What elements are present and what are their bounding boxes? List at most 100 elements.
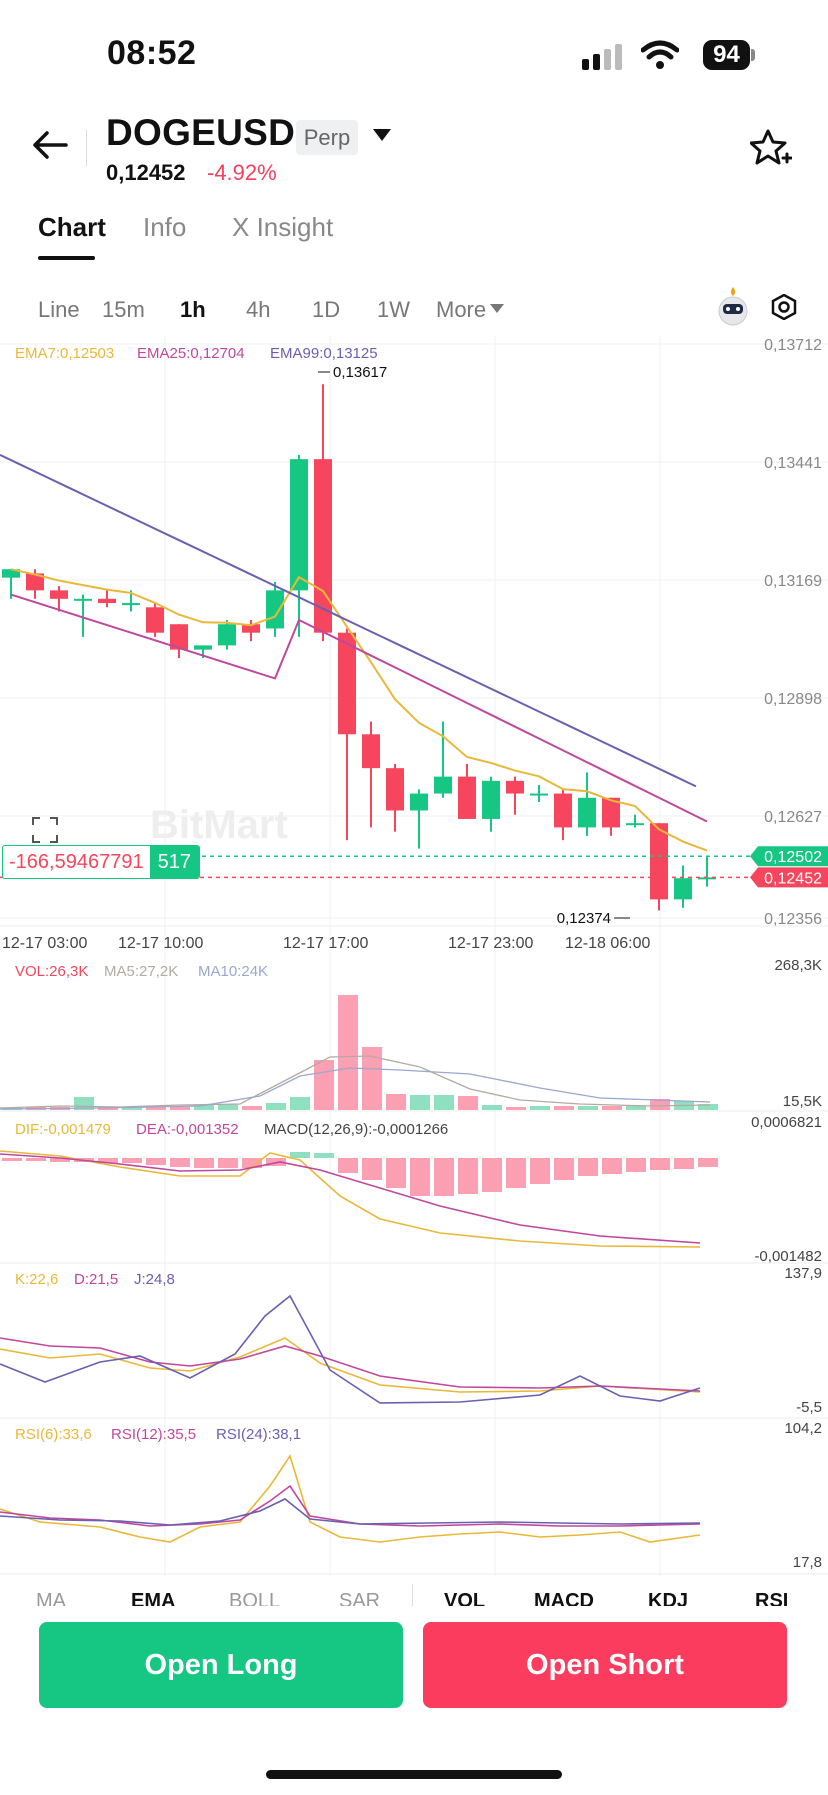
volume-bar [194, 1105, 214, 1110]
more-caret-icon[interactable] [490, 304, 504, 314]
position-tag[interactable]: -166,59467791 517 [2, 845, 200, 879]
interval-line[interactable]: Line [38, 297, 80, 322]
volume-bar [314, 1060, 334, 1110]
macd-histogram-bar [434, 1158, 454, 1196]
dea-legend: DEA:-0,001352 [136, 1121, 239, 1138]
interval-4h[interactable]: 4h [246, 297, 271, 322]
interval-15m[interactable]: 15m [102, 297, 145, 322]
volume-bar [602, 1106, 622, 1110]
macd-min-label: -0,001482 [754, 1248, 822, 1265]
price-chart[interactable]: BitMart 0,13712 0,13441 0,13169 0,12898 0,126… [0, 336, 828, 1576]
macd-histogram-bar [626, 1158, 646, 1172]
macd-histogram-bar [410, 1158, 430, 1196]
x-tick-label: 12-17 03:00 [2, 935, 88, 952]
dif-line [0, 1150, 701, 1248]
rsi6-legend: RSI(6):33,6 [15, 1426, 92, 1443]
chart-settings-icon[interactable] [771, 294, 797, 320]
back-arrow-icon[interactable] [32, 130, 68, 160]
interval-more[interactable]: More [436, 297, 487, 322]
high-label: 0,13617 [333, 364, 387, 381]
volume-bar [218, 1104, 238, 1110]
volume-bar [386, 1094, 406, 1110]
macd-histogram-bar [578, 1158, 598, 1176]
tab-x-insight[interactable]: X Insight [232, 212, 334, 242]
vol-ma10-line [0, 1067, 711, 1110]
macd-legend: MACD(12,26,9):-0,0001266 [264, 1121, 448, 1138]
candle-body [98, 598, 116, 604]
volume-bar [362, 1047, 382, 1110]
volume-bar [122, 1107, 142, 1110]
macd-histogram-bar [122, 1158, 142, 1163]
x-tick-label: 12-17 10:00 [118, 935, 204, 952]
candle-body [242, 624, 260, 633]
macd-histogram-bar [650, 1158, 670, 1170]
volume-bar [290, 1097, 310, 1110]
volume-bar [146, 1107, 166, 1110]
volume-bar [338, 995, 358, 1110]
position-size: 517 [149, 846, 199, 878]
symbol-title[interactable]: DOGEUSD [106, 112, 296, 153]
y-tick-label: 0,13441 [764, 455, 822, 472]
robot-assistant-icon[interactable] [716, 287, 750, 327]
last-price-tag-text: 0,12452 [764, 870, 822, 887]
candle-body [290, 459, 308, 591]
candle-body [122, 603, 140, 606]
ema-price-tag-text: 0,12502 [764, 849, 822, 866]
y-tick-label: 0,13712 [764, 337, 822, 354]
low-label: 0,12374 [557, 910, 611, 927]
star-add-icon[interactable] [750, 128, 792, 170]
volume-bar [170, 1107, 190, 1110]
candle-body [434, 776, 452, 794]
macd-histogram-bar [50, 1158, 70, 1162]
j-legend: J:24,8 [134, 1271, 175, 1288]
position-pnl: -166,59467791 [9, 851, 144, 873]
candle-body [602, 797, 620, 828]
open-long-button[interactable]: Open Long [39, 1622, 403, 1708]
watermark-text: BitMart [150, 803, 288, 847]
perp-badge: Perp [296, 120, 358, 155]
candle-body [2, 569, 20, 578]
x-tick-label: 12-18 06:00 [565, 935, 651, 952]
ma10-legend: MA10:24K [198, 963, 268, 980]
macd-histogram-bar [602, 1158, 622, 1174]
tab-chart[interactable]: Chart [38, 212, 106, 242]
header-divider [86, 130, 87, 166]
volume-bar [410, 1095, 430, 1110]
macd-histogram-bar [242, 1158, 262, 1168]
interval-1d[interactable]: 1D [312, 297, 341, 322]
macd-histogram-bar [194, 1158, 214, 1168]
candle-body [362, 734, 380, 769]
candle-body [50, 590, 68, 599]
volume-bar [242, 1106, 262, 1110]
macd-histogram-bar [386, 1158, 406, 1188]
status-time: 08:52 [107, 34, 197, 72]
fullscreen-icon[interactable] [32, 817, 58, 843]
rsi12-line [0, 1484, 701, 1527]
x-tick-label: 12-17 23:00 [448, 935, 534, 952]
candle-body [554, 793, 572, 828]
macd-histogram-bar [218, 1158, 238, 1168]
candle-body [506, 780, 524, 794]
macd-histogram-bar [26, 1158, 46, 1161]
interval-1h[interactable]: 1h [180, 297, 206, 322]
macd-histogram-bar [2, 1158, 22, 1161]
ma5-legend: MA5:27,2K [104, 963, 178, 980]
macd-histogram-bar [362, 1158, 382, 1180]
candle-body [674, 878, 692, 900]
last-price-tag [750, 867, 828, 888]
candle-body [650, 823, 668, 900]
volume-bar [554, 1106, 574, 1110]
candle-body [530, 793, 548, 796]
candle-body [266, 590, 284, 629]
last-price: 0,12452 [106, 160, 186, 185]
tab-info[interactable]: Info [143, 212, 187, 242]
caret-down-icon[interactable] [372, 128, 392, 142]
open-short-button[interactable]: Open Short [423, 1622, 787, 1708]
rsi24-legend: RSI(24):38,1 [216, 1426, 301, 1443]
macd-histogram-bar [338, 1158, 358, 1173]
interval-1w[interactable]: 1W [377, 297, 410, 322]
macd-histogram-bar [458, 1158, 478, 1194]
volume-bar [578, 1106, 598, 1110]
wifi-icon [641, 40, 679, 69]
ind-tab-divider [412, 1584, 413, 1610]
